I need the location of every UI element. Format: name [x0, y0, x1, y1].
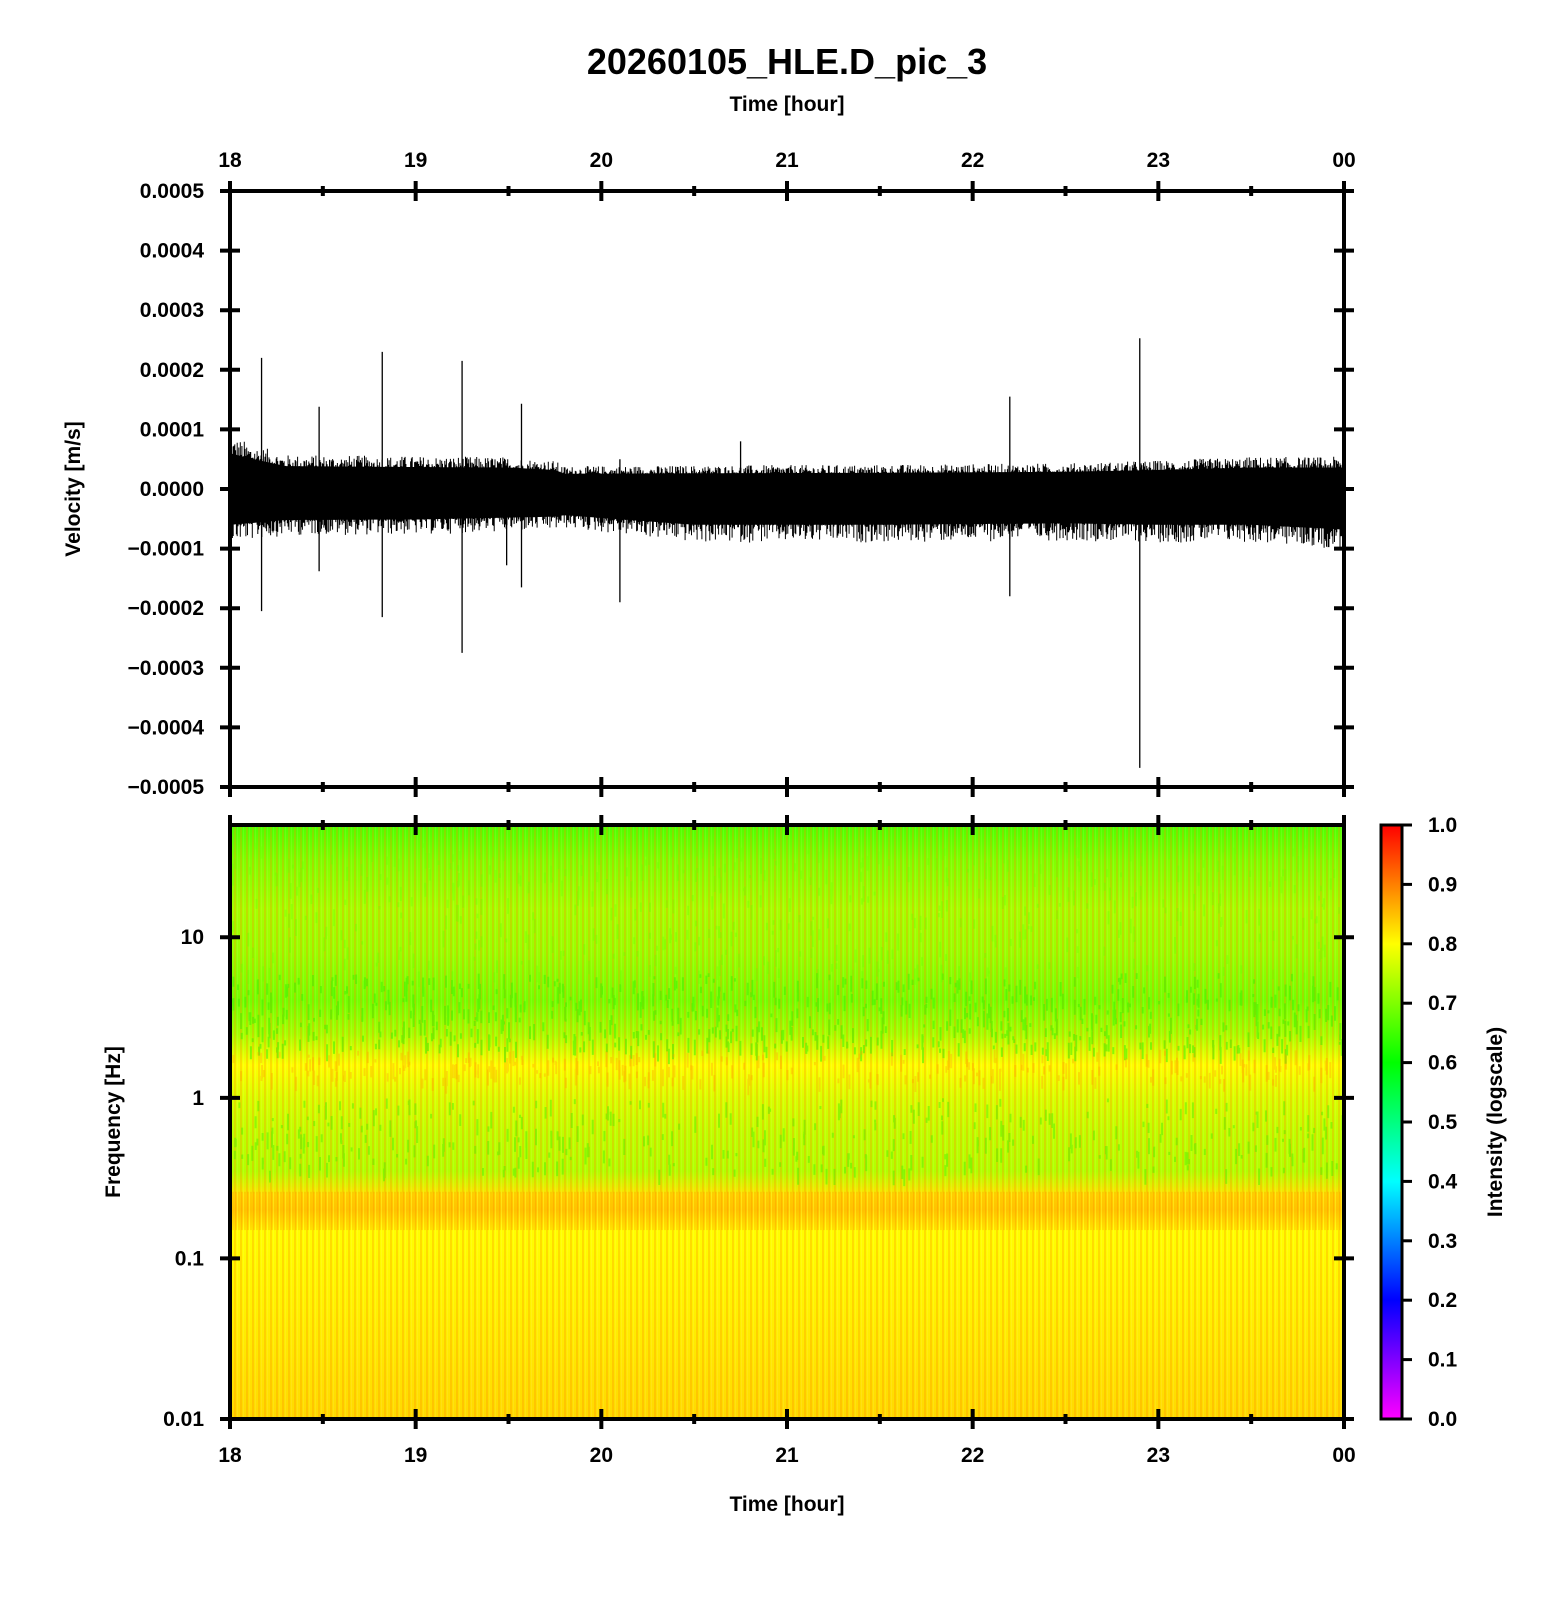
colorbar-tick-label: 0.3	[1428, 1230, 1457, 1253]
waveform-noise-fringe	[230, 441, 1344, 549]
bottom-x-tick-label: 20	[590, 1444, 613, 1467]
colorbar-tick-label: 0.1	[1428, 1349, 1458, 1372]
colorbar-tick-label: 0.7	[1428, 992, 1457, 1015]
waveform-y-tick-label: −0.0004	[128, 716, 205, 739]
speckle-band-3hz	[230, 973, 1344, 1065]
waveform-y-tick-label: 0.0000	[140, 478, 204, 501]
waveform-panel: 18 19 20 21 22 23 00 0.0005 0.0004 0.0003 0.0002 0.…	[62, 149, 1356, 799]
colorbar-tick-label: 1.0	[1428, 814, 1457, 837]
spectrogram-plot-area	[230, 825, 1344, 1419]
top-x-tick-label: 19	[404, 149, 427, 172]
waveform-y-tick-label: −0.0003	[128, 657, 205, 680]
waveform-plot-area	[230, 338, 1344, 768]
colorbar-fill	[1381, 825, 1402, 1419]
top-x-tick-label: 18	[218, 149, 242, 172]
colorbar-tick-label: 0.2	[1428, 1289, 1457, 1312]
waveform-axes: 18 19 20 21 22 23 00 0.0005 0.0004 0.0003 0.0002 0.…	[128, 149, 1356, 799]
colorbar-tick-label: 0.0	[1428, 1408, 1457, 1431]
chart-title: 20260105_HLE.D_pic_3	[587, 41, 987, 82]
spectrogram-y-axis-label: Frequency [Hz]	[102, 1046, 125, 1198]
waveform-y-tick-label: −0.0002	[128, 597, 205, 620]
spectrogram-variations	[230, 841, 1344, 1231]
bottom-x-tick-label: 00	[1332, 1444, 1355, 1467]
waveform-y-tick-label: 0.0004	[140, 240, 205, 263]
waveform-y-tick-label: 0.0005	[140, 180, 205, 203]
bottom-x-tick-label: 21	[775, 1444, 799, 1467]
top-x-tick-label: 22	[961, 149, 984, 172]
top-x-tick-label: 20	[590, 149, 613, 172]
microseism-band	[230, 1191, 1344, 1231]
bottom-x-tick-label: 18	[218, 1444, 242, 1467]
colorbar-tick-label: 0.4	[1428, 1170, 1458, 1193]
top-x-axis-label: Time [hour]	[729, 93, 844, 116]
colorbar-tick-label: 0.5	[1428, 1111, 1458, 1134]
spectrogram-x-axis-label: Time [hour]	[729, 1493, 844, 1516]
colorbar-tick-label: 0.9	[1428, 873, 1457, 896]
bottom-x-tick-label: 23	[1147, 1444, 1170, 1467]
waveform-y-tick-label: 0.0001	[140, 418, 205, 441]
colorbar-tick-label: 0.6	[1428, 1052, 1457, 1075]
spectrogram-y-tick-label: 10	[181, 926, 204, 949]
colorbar: 1.0 0.9 0.8 0.7 0.6 0.5 0.4 0.3 0.2 0.1 0.0 Intens…	[1379, 814, 1507, 1431]
bottom-x-tick-label: 19	[404, 1444, 427, 1467]
spectrogram-y-tick-label: 0.01	[163, 1408, 204, 1431]
top-x-tick-label: 00	[1332, 149, 1355, 172]
colorbar-tick-label: 0.8	[1428, 933, 1458, 956]
waveform-y-tick-label: −0.0005	[128, 776, 205, 799]
top-x-tick-label: 21	[775, 149, 799, 172]
waveform-y-tick-label: 0.0002	[140, 359, 204, 382]
speckle-band-0.6hz	[230, 1098, 1344, 1187]
waveform-y-axis-label: Velocity [m/s]	[62, 421, 85, 556]
spectrogram-axes: 18 19 20 21 22 23 00 10 1 0.1 0.01	[163, 815, 1356, 1467]
waveform-y-tick-label: 0.0003	[140, 299, 204, 322]
colorbar-axes: 1.0 0.9 0.8 0.7 0.6 0.5 0.4 0.3 0.2 0.1 0.0	[1402, 814, 1458, 1431]
spectrogram-y-tick-label: 1	[192, 1087, 204, 1110]
colorbar-label: Intensity (logscale)	[1484, 1027, 1507, 1217]
waveform-y-tick-label: −0.0001	[128, 538, 205, 561]
speckle-band-high	[231, 841, 1344, 988]
spectrogram-y-tick-label: 0.1	[175, 1247, 205, 1270]
top-x-tick-label: 23	[1147, 149, 1170, 172]
bottom-x-tick-label: 22	[961, 1444, 984, 1467]
orange-band-1.5hz	[232, 1049, 1332, 1096]
